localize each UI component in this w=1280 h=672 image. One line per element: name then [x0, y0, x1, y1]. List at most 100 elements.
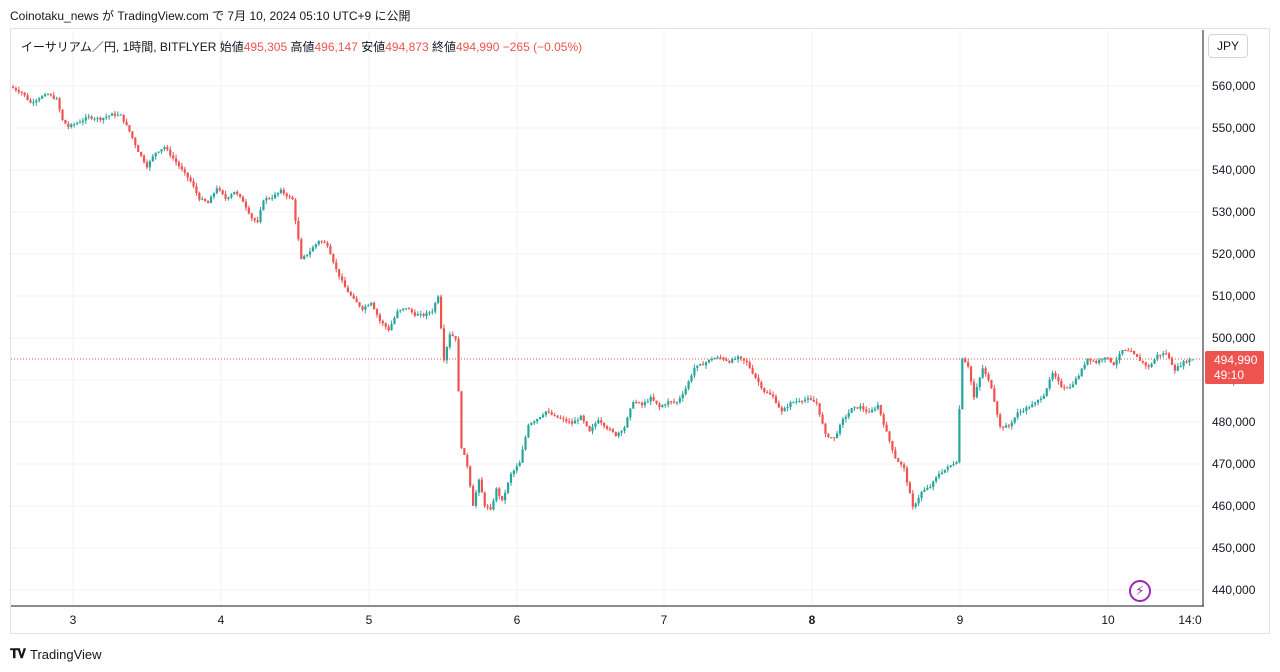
candle: [809, 395, 812, 401]
candle: [460, 390, 463, 450]
candle-body: [52, 95, 55, 99]
candle-body: [935, 477, 938, 482]
candle-body: [422, 313, 425, 317]
candle-body: [812, 399, 815, 402]
candle: [250, 212, 253, 222]
candle-body: [265, 198, 268, 201]
candle: [544, 411, 547, 418]
candle-body: [407, 308, 411, 310]
candle-body: [262, 200, 265, 211]
candle: [457, 336, 460, 392]
candle: [725, 357, 728, 362]
candle: [894, 446, 897, 459]
candle: [1098, 357, 1101, 366]
candle: [824, 422, 827, 438]
candle: [693, 364, 696, 379]
candle: [1127, 347, 1130, 352]
candle-body: [218, 188, 221, 191]
candle: [297, 217, 300, 241]
candle-body: [1060, 381, 1063, 388]
candle-body: [1071, 384, 1075, 387]
candle: [614, 431, 617, 437]
candle-body: [821, 414, 824, 424]
candle-body: [1130, 351, 1133, 353]
candle-body: [294, 199, 297, 221]
price-tick-label: 530,000: [1212, 205, 1256, 219]
candle: [1083, 361, 1086, 371]
candle-body: [326, 242, 329, 247]
candle-body: [323, 241, 326, 243]
candle: [358, 301, 361, 308]
candle: [821, 412, 824, 425]
candle-body: [1042, 395, 1045, 399]
price-tick-label: 510,000: [1212, 289, 1256, 303]
candle: [224, 190, 227, 201]
candle-body: [838, 424, 842, 434]
candle: [576, 417, 580, 425]
candle-body: [952, 464, 955, 466]
candle-body: [672, 401, 676, 403]
candle: [352, 293, 355, 300]
candle: [838, 423, 842, 437]
candle-body: [885, 424, 888, 432]
candle-body: [728, 360, 731, 363]
candle: [600, 416, 603, 426]
candle: [946, 464, 949, 473]
candle: [125, 118, 128, 126]
candle: [207, 200, 210, 204]
candle: [52, 91, 55, 100]
lightning-bolt-icon[interactable]: ⚡: [1129, 580, 1151, 602]
candle: [355, 295, 358, 303]
price-axis-labels[interactable]: 560,000 550,000 540,000 530,000 520,000 510,0…: [1212, 79, 1256, 597]
candle: [384, 322, 387, 330]
candle-body: [145, 162, 149, 168]
candle: [591, 423, 594, 435]
candle-body: [544, 411, 547, 415]
candle-body: [70, 124, 73, 127]
candle-body: [501, 495, 504, 501]
candle-body: [996, 401, 999, 415]
candle: [1042, 393, 1045, 400]
symbol-label[interactable]: イーサリアム／円, 1時間, BITFLYER: [21, 40, 217, 54]
candle-body: [306, 254, 309, 256]
candle: [201, 196, 204, 201]
candle: [23, 92, 26, 98]
candle: [629, 408, 632, 421]
candle-body: [1063, 387, 1066, 389]
candle: [923, 487, 926, 493]
chart-pane[interactable]: [10, 28, 1270, 634]
candle-body: [1028, 407, 1031, 409]
candle-body: [20, 91, 23, 93]
candle: [480, 477, 483, 493]
candle-body: [335, 262, 338, 270]
candle-body: [597, 420, 600, 424]
candle-body: [160, 149, 163, 152]
candle: [227, 196, 230, 201]
candle-body: [134, 137, 137, 146]
candle: [789, 400, 792, 411]
candle-body: [690, 375, 693, 382]
candle: [626, 416, 629, 428]
candle: [346, 285, 349, 293]
tradingview-footer[interactable]: 𝐓𝐕 TradingView: [10, 646, 102, 662]
candle-body: [128, 125, 131, 132]
candle: [847, 409, 850, 420]
candle-body: [739, 356, 743, 359]
candle: [276, 192, 280, 198]
candle: [530, 422, 533, 426]
time-axis-labels[interactable]: 3 4 5 6 7 8 9 10 14:0: [70, 613, 1202, 627]
candle: [1019, 408, 1022, 416]
candle-body: [96, 117, 99, 119]
candle-body: [186, 172, 189, 178]
currency-button[interactable]: JPY: [1208, 34, 1248, 58]
candle-body: [285, 193, 288, 197]
candle-body: [451, 334, 454, 337]
candle-body: [635, 402, 638, 404]
candle-body: [972, 381, 976, 398]
candle-body: [29, 99, 32, 103]
candle: [803, 396, 807, 404]
high-label: 高値: [290, 40, 315, 54]
candle: [1057, 374, 1060, 385]
candle-body: [550, 412, 553, 415]
